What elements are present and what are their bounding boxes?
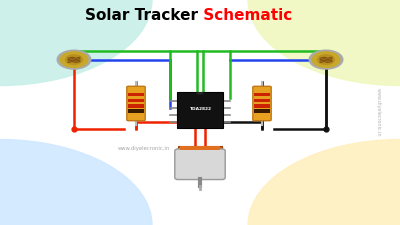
FancyBboxPatch shape — [175, 149, 225, 180]
Bar — [128, 99, 144, 102]
Circle shape — [57, 50, 91, 69]
FancyBboxPatch shape — [253, 86, 271, 121]
Text: www.diyelecronic.in: www.diyelecronic.in — [376, 88, 380, 137]
Circle shape — [248, 140, 400, 225]
Circle shape — [60, 52, 88, 67]
Circle shape — [0, 0, 152, 86]
Bar — [128, 109, 144, 113]
Bar — [178, 146, 222, 151]
Bar — [128, 104, 144, 108]
Bar — [128, 93, 144, 96]
Circle shape — [0, 140, 152, 225]
Bar — [254, 109, 270, 113]
Text: Solar Tracker: Solar Tracker — [85, 8, 198, 23]
FancyBboxPatch shape — [127, 86, 145, 121]
Circle shape — [318, 55, 334, 64]
Bar — [254, 104, 270, 108]
Wedge shape — [196, 92, 204, 94]
Bar — [254, 99, 270, 102]
Text: www.diyelecronic.in: www.diyelecronic.in — [118, 146, 170, 151]
Circle shape — [66, 55, 82, 64]
Circle shape — [248, 0, 400, 86]
Bar — [177, 92, 223, 128]
Bar — [180, 146, 220, 150]
Text: Schematic: Schematic — [198, 8, 292, 23]
Circle shape — [312, 52, 340, 67]
Text: TDA2822: TDA2822 — [190, 107, 212, 111]
Circle shape — [309, 50, 343, 69]
Bar — [254, 93, 270, 96]
